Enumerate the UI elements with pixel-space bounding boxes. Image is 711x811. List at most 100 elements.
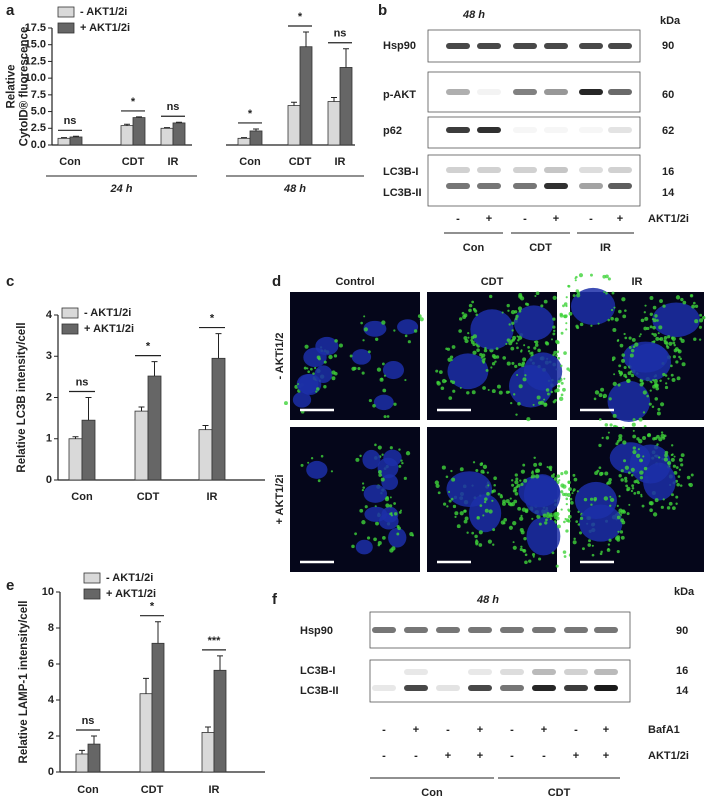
significance-label: * (146, 341, 151, 353)
puncta (603, 290, 606, 294)
bar (69, 136, 83, 146)
puncta (557, 379, 561, 384)
puncta (691, 304, 696, 309)
puncta (679, 484, 683, 487)
x-tick-label: Con (71, 491, 93, 503)
puncta (602, 274, 606, 279)
puncta (400, 459, 403, 462)
puncta (515, 342, 518, 345)
puncta (672, 506, 676, 511)
treatment-sign: + (477, 750, 483, 762)
puncta (454, 515, 457, 519)
puncta (523, 344, 526, 347)
nucleus (362, 449, 381, 470)
puncta (458, 329, 462, 333)
puncta (651, 405, 655, 409)
puncta (667, 460, 672, 466)
puncta (531, 353, 534, 357)
y-axis-label: Relative (6, 64, 18, 108)
puncta (618, 309, 622, 314)
puncta (616, 515, 621, 520)
puncta (375, 521, 379, 526)
error-bar (202, 425, 209, 430)
puncta (621, 297, 626, 302)
puncta (501, 501, 506, 506)
puncta (641, 381, 645, 385)
puncta (519, 516, 524, 521)
puncta (680, 338, 685, 344)
puncta (491, 389, 496, 394)
puncta (562, 387, 566, 392)
puncta (630, 467, 635, 472)
puncta (555, 354, 558, 357)
treatment-sign: - (382, 724, 386, 736)
puncta (673, 344, 676, 347)
group-label: CDT (548, 787, 571, 799)
treatment-sign: + (553, 213, 559, 225)
puncta (593, 497, 598, 501)
column-title: CDT (481, 276, 504, 288)
puncta (599, 552, 603, 556)
puncta (511, 361, 515, 365)
puncta (639, 470, 644, 475)
band (594, 685, 618, 691)
group-label: Con (463, 242, 485, 254)
puncta (644, 316, 649, 321)
puncta (608, 397, 612, 401)
puncta (566, 493, 571, 497)
puncta (598, 471, 603, 477)
puncta (635, 453, 641, 458)
puncta (522, 377, 527, 382)
error-bar (79, 749, 85, 754)
puncta (475, 313, 479, 317)
puncta (560, 381, 564, 385)
band (446, 183, 470, 189)
puncta (320, 454, 324, 458)
puncta (300, 463, 304, 467)
puncta (620, 478, 624, 482)
y-axis-label: Relative LC3B intensity/cell (16, 322, 28, 472)
puncta (672, 355, 676, 359)
puncta (671, 444, 674, 447)
puncta (487, 388, 490, 392)
puncta (470, 338, 473, 342)
puncta (702, 315, 706, 320)
puncta (379, 377, 384, 382)
puncta (636, 490, 641, 495)
puncta (612, 381, 617, 387)
nucleus (373, 394, 394, 411)
puncta (361, 488, 365, 492)
puncta (655, 336, 660, 341)
puncta (482, 361, 485, 364)
significance-label: ns (82, 715, 95, 727)
bar (339, 67, 353, 146)
puncta (678, 355, 681, 359)
puncta (511, 329, 514, 332)
puncta (475, 542, 479, 546)
puncta (607, 277, 611, 281)
band (500, 669, 524, 675)
puncta (502, 356, 507, 360)
puncta (393, 502, 397, 505)
puncta (639, 333, 642, 336)
puncta (571, 492, 574, 495)
puncta (475, 539, 478, 542)
nucleus (355, 539, 373, 555)
band (404, 669, 428, 675)
puncta (472, 461, 476, 464)
puncta (484, 497, 488, 501)
puncta (572, 473, 576, 477)
puncta (641, 504, 645, 508)
puncta (680, 463, 684, 467)
puncta (307, 461, 310, 464)
row-label: LC3B-I (383, 166, 418, 178)
nucleus (382, 360, 405, 380)
puncta (511, 483, 515, 487)
puncta (565, 322, 568, 325)
puncta (384, 496, 390, 502)
puncta (557, 524, 561, 529)
x-tick-label: CDT (137, 491, 160, 503)
band (532, 685, 556, 691)
x-tick-label: IR (168, 156, 179, 168)
puncta (472, 350, 477, 355)
